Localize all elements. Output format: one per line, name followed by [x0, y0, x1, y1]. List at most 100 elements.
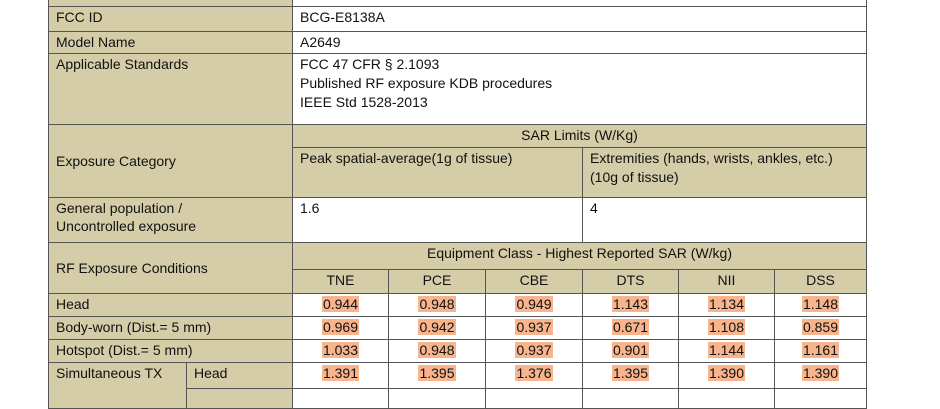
label-cell: RF Exposure Conditions — [48, 242, 293, 294]
header: (10g of tissue) — [590, 169, 679, 185]
label: RF Exposure Conditions — [56, 259, 208, 276]
header-cell: Extremities (hands, wrists, ankles, etc.… — [582, 147, 867, 198]
sar-value: 1.390 — [707, 365, 746, 381]
label-cell: Head — [186, 362, 293, 389]
label-cell — [186, 388, 293, 409]
label-cell: Model Name — [48, 31, 293, 54]
sar-table: FCC ID BCG-E8138A Model Name A2649 Applica… — [48, 0, 867, 409]
value-cell: 1.144 — [678, 339, 775, 363]
header-cell: Equipment Class - Highest Reported SAR (… — [292, 242, 867, 270]
value-cell — [678, 388, 775, 409]
value-cell: 0.901 — [582, 339, 679, 363]
value-cell: 1.134 — [678, 293, 775, 317]
sar-value: 1.395 — [611, 365, 650, 381]
sar-value: 1.161 — [801, 342, 840, 358]
header: Extremities (hands, wrists, ankles, etc.… — [590, 150, 833, 166]
header: SAR Limits (W/Kg) — [521, 127, 638, 143]
row: Applicable Standards FCC 47 CFR § 2.1093… — [48, 53, 867, 125]
value-cell: BCG-E8138A — [292, 6, 867, 32]
label: Uncontrolled exposure — [56, 218, 197, 234]
label-cell: Hotspot (Dist.= 5 mm) — [48, 339, 293, 363]
value-cell: 1.390 — [678, 362, 775, 389]
value-cell: 0.949 — [485, 293, 583, 317]
label: Head — [194, 365, 228, 381]
value-cell: 0.859 — [774, 316, 867, 340]
value-cell: 0.969 — [292, 316, 389, 340]
class-name: NII — [717, 272, 736, 288]
sar-value: 1.144 — [707, 342, 746, 358]
sar-value: 1.033 — [321, 342, 360, 358]
value-cell: 1.390 — [774, 362, 867, 389]
sar-value: 0.901 — [611, 342, 650, 358]
value-cell: 1.6 — [292, 197, 583, 243]
sar-value: 1.108 — [707, 319, 746, 335]
header-cell: CBE — [485, 269, 583, 294]
header-cell: DSS — [774, 269, 867, 294]
value-cell: 1.395 — [388, 362, 486, 389]
sar-value: 0.859 — [801, 319, 840, 335]
header-cell: DTS — [582, 269, 679, 294]
sar-value: 1.376 — [515, 365, 553, 381]
row: Head 0.944 0.948 0.949 1.143 1.134 1.148 — [48, 293, 867, 317]
sar-value: 1.395 — [418, 365, 456, 381]
label-cell: Body-worn (Dist.= 5 mm) — [48, 316, 293, 340]
sar-value: 0.969 — [321, 319, 360, 335]
header-cell: NII — [678, 269, 775, 294]
row: Body-worn (Dist.= 5 mm) 0.969 0.942 0.937 0.… — [48, 316, 867, 340]
label-cell: Applicable Standards — [48, 53, 293, 125]
sar-value: 0.944 — [321, 296, 360, 312]
header-cell: Peak spatial-average(1g of tissue) — [292, 147, 583, 198]
label: Body-worn (Dist.= 5 mm) — [56, 319, 212, 335]
value-cell: 0.937 — [485, 339, 583, 363]
row: Hotspot (Dist.= 5 mm) 1.033 0.948 0.937 0.90… — [48, 339, 867, 363]
row: Peak spatial-average(1g of tissue) Extrem… — [49, 147, 867, 198]
class-name: DSS — [806, 272, 835, 288]
label: Model Name — [56, 34, 136, 50]
value-cell: 1.395 — [582, 362, 679, 389]
label: Head — [56, 296, 90, 312]
label: Hotspot (Dist.= 5 mm) — [56, 342, 193, 358]
label-cell: FCC ID — [48, 6, 293, 32]
sar-value: 0.942 — [418, 319, 456, 335]
value-cell: A2649 — [292, 31, 867, 54]
label-cell: General population / Uncontrolled exposur… — [48, 197, 293, 243]
sar-table-wrap: FCC ID BCG-E8138A Model Name A2649 Applica… — [48, 0, 867, 409]
value-cell: 1.161 — [774, 339, 867, 363]
value: A2649 — [300, 34, 341, 50]
value: BCG-E8138A — [300, 9, 385, 25]
class-name: PCE — [422, 272, 452, 288]
header-cell: PCE — [388, 269, 486, 294]
row: General population / Uncontrolled exposur… — [48, 197, 867, 243]
row: RF Exposure Conditions Equipment Class - … — [48, 242, 867, 294]
sar-value: 0.948 — [418, 342, 456, 358]
value-cell: 0.944 — [292, 293, 389, 317]
value-cell: 1.376 — [485, 362, 583, 389]
value: 4 — [590, 200, 598, 216]
class-name: CBE — [519, 272, 549, 288]
value-cell — [582, 388, 679, 409]
value-cell: 1.108 — [678, 316, 775, 340]
sar-value: 0.948 — [418, 296, 456, 312]
value-cell: 1.391 — [292, 362, 389, 389]
class-name: TNE — [326, 272, 355, 288]
sar-value: 1.391 — [321, 365, 360, 381]
value: 1.6 — [300, 200, 320, 216]
row: Exposure Category SAR Limits (W/Kg) — [48, 124, 867, 198]
sar-value: 1.143 — [611, 296, 650, 312]
value-cell — [388, 388, 486, 409]
header-cell: TNE — [292, 269, 389, 294]
label: FCC ID — [56, 9, 103, 25]
sar-value: 1.390 — [801, 365, 840, 381]
sar-value: 0.937 — [515, 342, 553, 358]
standard: IEEE Std 1528-2013 — [300, 94, 428, 110]
value-cell: FCC 47 CFR § 2.1093 Published RF exposure… — [292, 53, 867, 125]
row: FCC ID BCG-E8138A — [48, 6, 867, 32]
value-cell: 0.671 — [582, 316, 679, 340]
standard: Published RF exposure KDB procedures — [300, 75, 553, 91]
row: Model Name A2649 — [48, 31, 867, 54]
label-cell: Head — [48, 293, 293, 317]
label: General population / — [56, 200, 183, 216]
label: Simultaneous TX — [56, 365, 163, 381]
label-cell: Exposure Category — [48, 124, 293, 198]
header-cell: SAR Limits (W/Kg) — [292, 124, 867, 148]
